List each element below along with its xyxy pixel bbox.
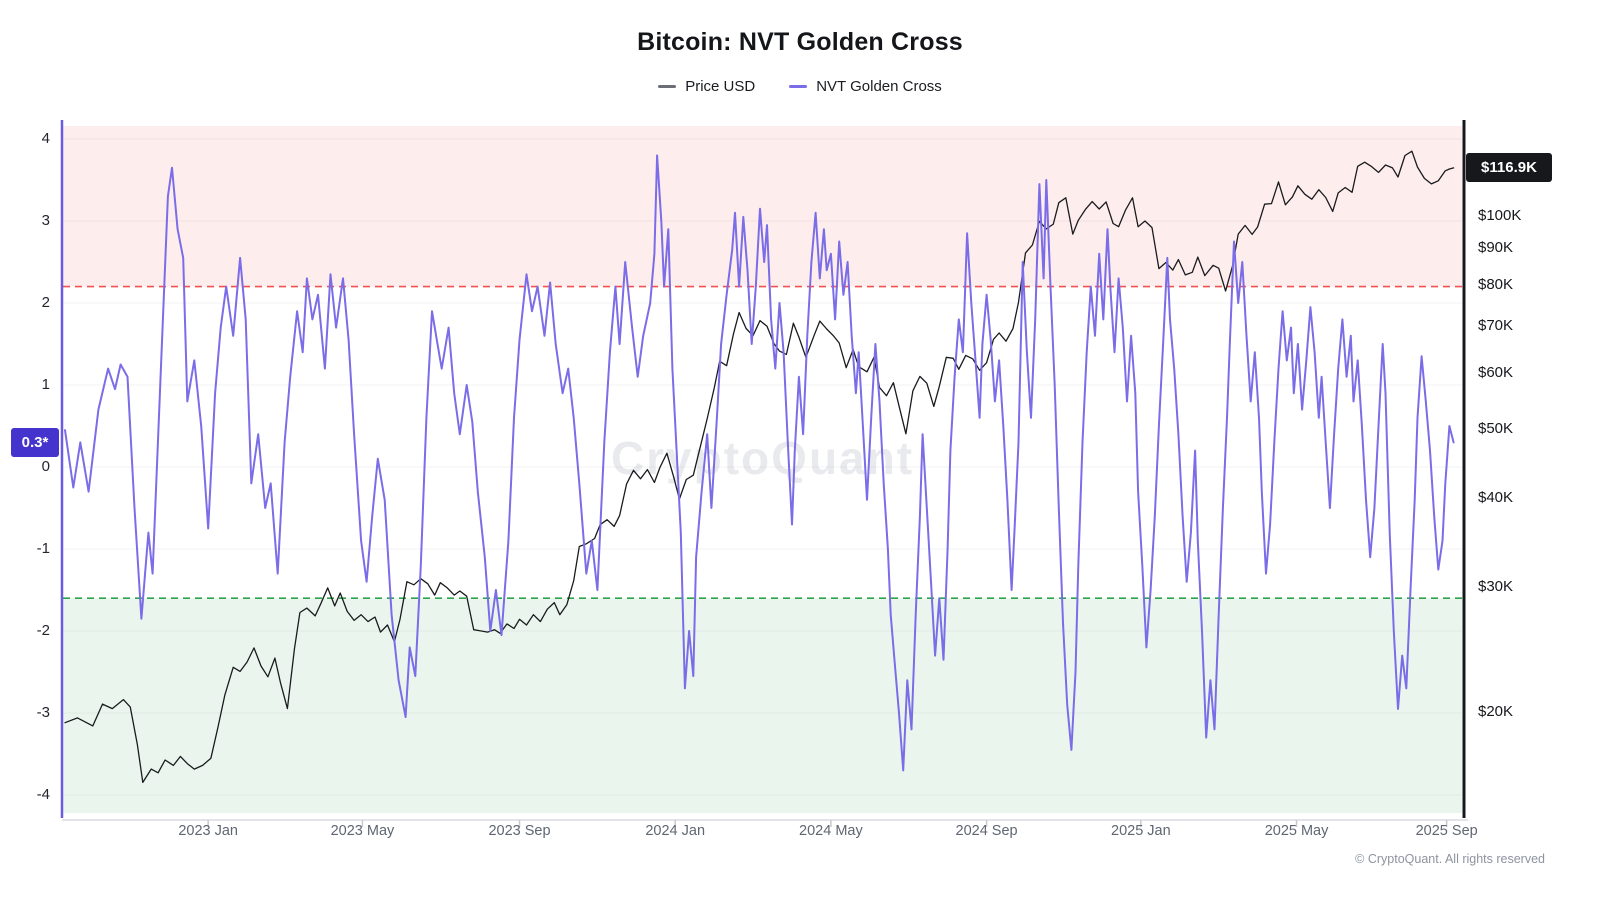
nvt-current-value-badge: 0.3*	[11, 427, 59, 457]
overbought-band	[63, 126, 1462, 287]
nvt-golden-cross-swatch-icon	[789, 85, 808, 88]
y-axis-right-tick-label: $20K	[1478, 702, 1514, 720]
y-axis-left-tick-label: -4	[36, 786, 50, 803]
y-axis-left-tick-label: 2	[41, 294, 50, 311]
oversold-band	[63, 598, 1462, 813]
y-axis-left-tick-label: 1	[41, 376, 50, 393]
y-axis-right-tick-label: $90K	[1478, 239, 1514, 257]
legend-item-nvt-golden-cross[interactable]: NVT Golden Cross	[789, 78, 942, 95]
x-axis-tick-label: 2025 May	[1264, 823, 1329, 839]
x-axis-tick-label: 2023 Jan	[178, 823, 238, 839]
x-axis-tick-label: 2025 Jan	[1111, 823, 1171, 839]
x-axis-tick-label: 2024 Sep	[955, 823, 1018, 839]
price-usd-swatch-icon	[658, 85, 677, 88]
x-axis-tick-label: 2024 Jan	[645, 823, 706, 839]
x-axis-tick-label: 2025 Sep	[1415, 823, 1478, 839]
y-axis-right-tick-label: $40K	[1478, 489, 1514, 507]
y-axis-right-tick-label: $60K	[1478, 364, 1514, 382]
y-axis-right-tick-label: $30K	[1478, 577, 1514, 595]
x-axis-tick-label: 2023 Sep	[488, 823, 551, 839]
y-axis-left-tick-label: -3	[36, 704, 50, 721]
x-axis-tick-label: 2023 May	[330, 823, 395, 839]
y-axis-right-tick-label: $50K	[1478, 420, 1514, 438]
y-axis-right-tick-label: $100K	[1478, 207, 1522, 224]
copyright-notice: © CryptoQuant. All rights reserved	[1355, 852, 1545, 866]
y-axis-right-tick-label: $70K	[1478, 316, 1514, 334]
price-current-value-badge: $116.9K	[1466, 153, 1552, 183]
legend: Price USD NVT Golden Cross	[0, 78, 1600, 95]
y-axis-left-tick-label: 3	[41, 212, 50, 229]
y-axis-left-tick-label: 0	[41, 458, 50, 475]
legend-label: NVT Golden Cross	[816, 78, 942, 95]
y-axis-right-tick-label: $80K	[1478, 275, 1514, 293]
y-axis-left-tick-label: -2	[36, 622, 50, 639]
page-title: Bitcoin: NVT Golden Cross	[637, 28, 963, 56]
nvt-golden-cross-line[interactable]	[64, 154, 1455, 772]
y-axis-left-tick-label: -1	[36, 540, 50, 557]
watermark: CryptoQuant	[611, 432, 914, 484]
y-axis-left-tick-label: 4	[41, 130, 50, 147]
legend-label: Price USD	[685, 78, 756, 95]
legend-item-price-usd[interactable]: Price USD	[658, 78, 755, 95]
x-axis-tick-label: 2024 May	[799, 823, 863, 839]
